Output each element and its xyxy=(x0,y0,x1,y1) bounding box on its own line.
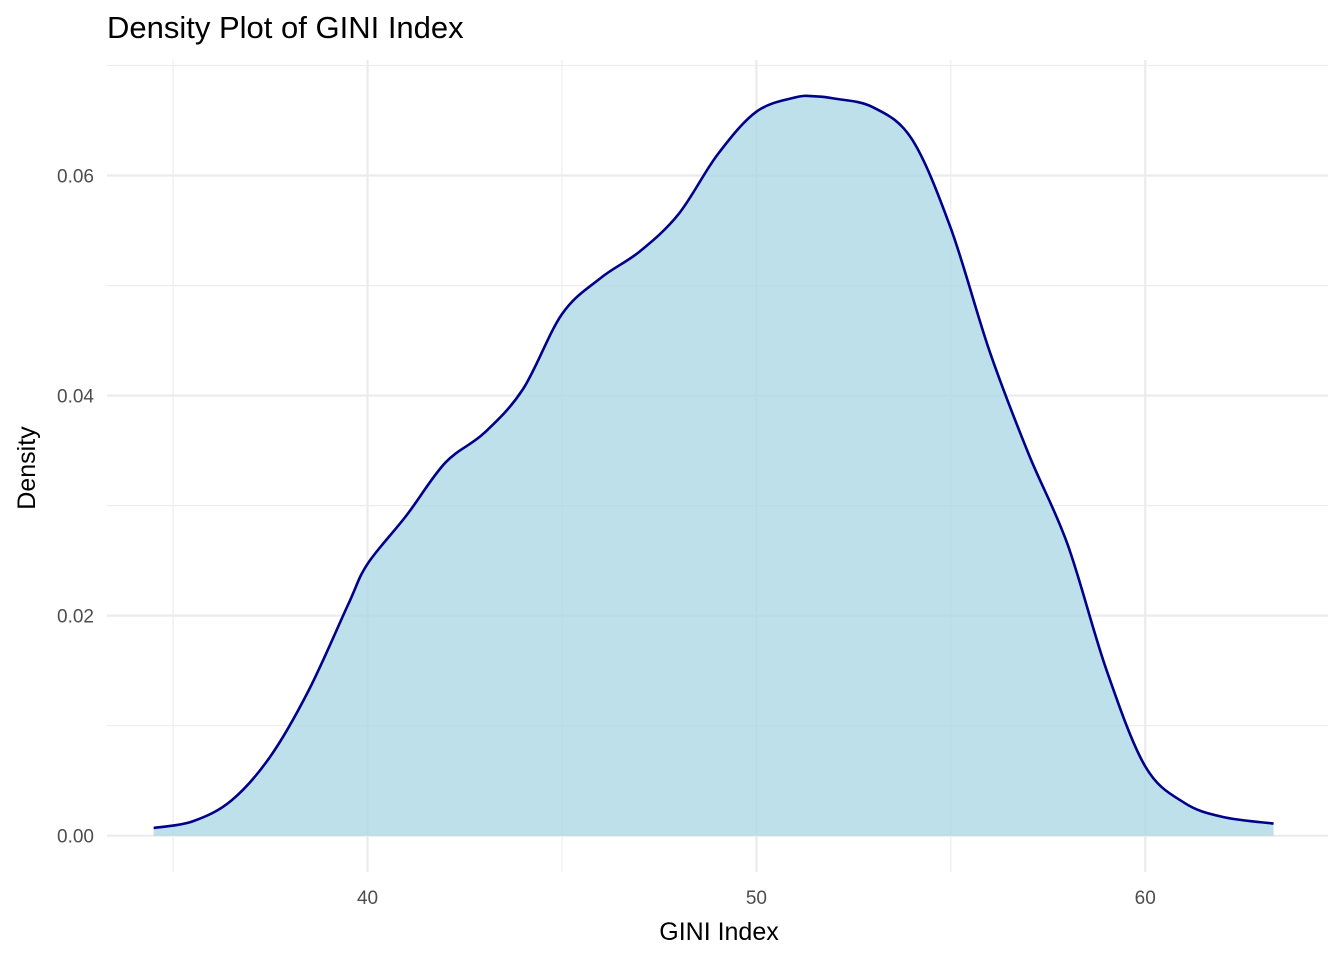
y-tick-label: 0.00 xyxy=(57,827,94,848)
x-tick-label: 50 xyxy=(746,888,767,909)
y-axis-title: Density xyxy=(13,426,41,510)
density-line xyxy=(153,94,1274,830)
y-tick-label: 0.06 xyxy=(57,167,94,188)
y-tick-label: 0.04 xyxy=(57,387,94,408)
x-tick-label: 40 xyxy=(357,888,378,909)
density-area xyxy=(153,95,1274,836)
y-axis-tick-labels: 0.00 0.02 0.04 0.06 xyxy=(57,167,94,848)
chart-title: Density Plot of GINI Index xyxy=(107,10,464,45)
x-tick-label: 60 xyxy=(1135,888,1156,909)
x-axis-tick-labels: 40 50 60 xyxy=(357,888,1156,909)
y-tick-label: 0.02 xyxy=(57,607,94,628)
x-axis-title: GINI Index xyxy=(659,918,779,946)
